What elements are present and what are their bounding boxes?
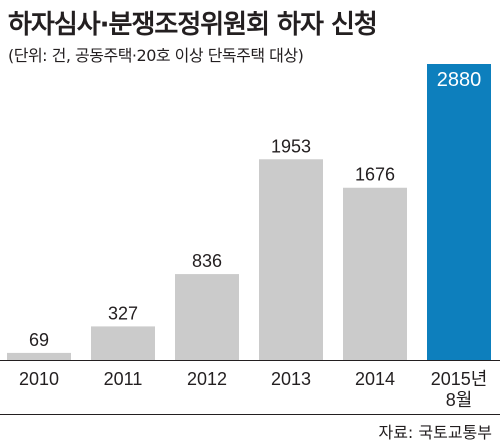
bar-value-label-5: 2880 <box>437 69 482 91</box>
bar-value-label-4: 1676 <box>355 165 395 185</box>
category-label-3: 2013 <box>271 369 311 389</box>
bar-value-label-3: 1953 <box>271 136 311 156</box>
bar-5 <box>427 64 491 360</box>
category-label-5-line-0: 2015년 <box>431 369 488 389</box>
bar-value-label-0: 69 <box>29 330 49 350</box>
category-label-0: 2010 <box>19 369 59 389</box>
bar-1 <box>91 326 155 360</box>
bar-2 <box>175 274 239 360</box>
bar-0 <box>7 352 71 360</box>
category-label-2: 2012 <box>187 369 227 389</box>
category-label-4: 2014 <box>355 369 395 389</box>
bar-4 <box>343 187 407 360</box>
bar-value-label-1: 327 <box>108 303 138 323</box>
source-note: 자료: 국토교통부 <box>378 423 492 442</box>
bar-value-label-2: 836 <box>192 251 222 271</box>
category-label-5-line-1: 8월 <box>446 390 473 410</box>
chart-title: 하자심사·분쟁조정위원회 하자 신청 <box>8 10 378 40</box>
chart-subtitle: (단위: 건, 공동주택·20호 이상 단독주택 대상) <box>8 46 304 65</box>
bar-3 <box>259 159 323 360</box>
category-label-1: 2011 <box>104 369 143 389</box>
